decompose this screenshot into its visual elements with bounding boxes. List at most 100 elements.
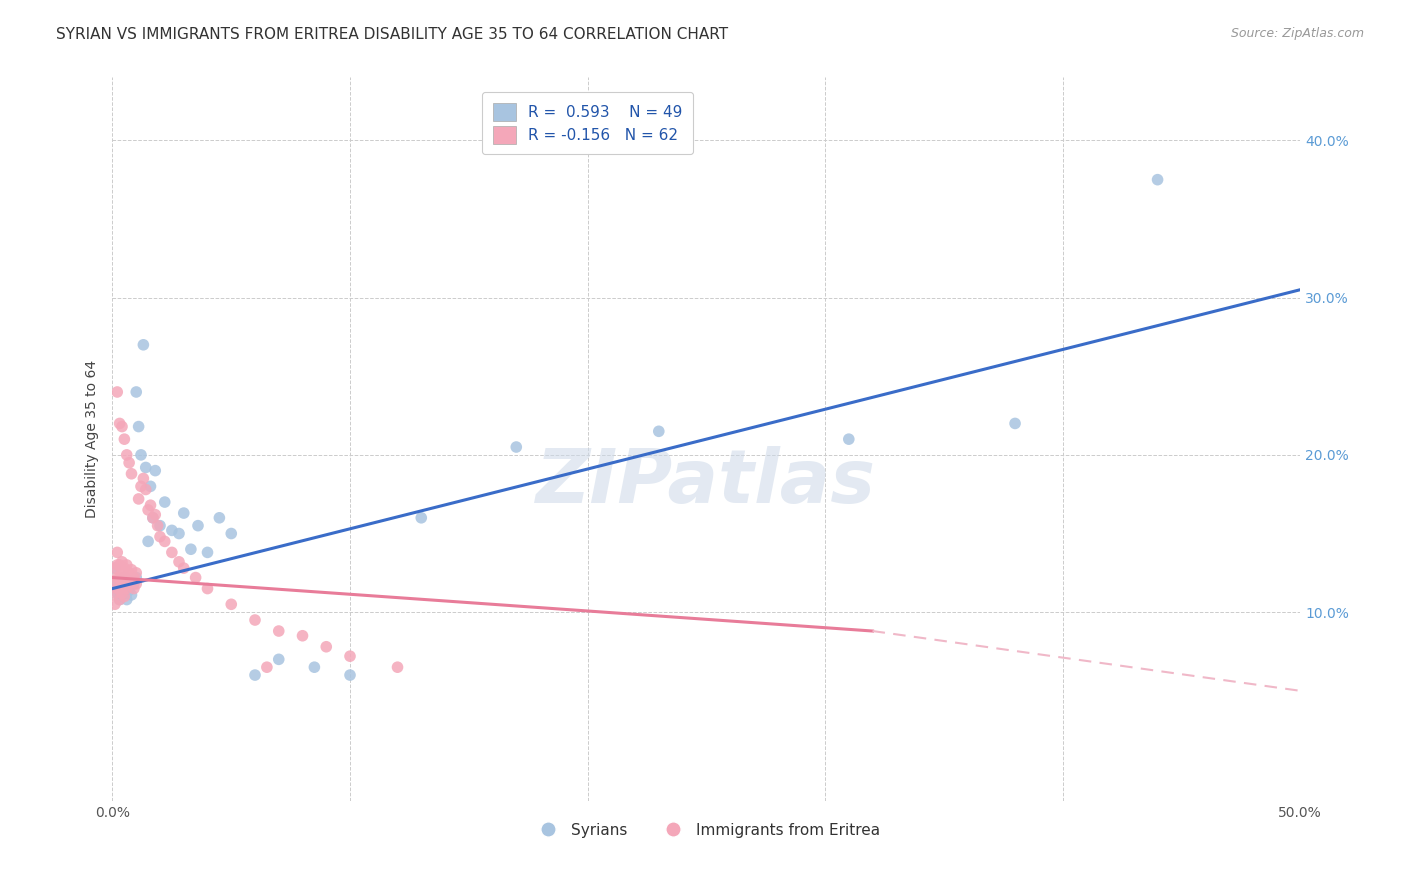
Point	[118, 566, 141, 580]
Point	[180, 542, 202, 557]
Point	[105, 545, 128, 559]
Point	[104, 561, 127, 575]
Point	[132, 338, 155, 352]
Point	[112, 561, 135, 575]
Point	[105, 586, 128, 600]
Point	[108, 590, 131, 604]
Point	[187, 518, 209, 533]
Point	[115, 586, 138, 600]
Point	[505, 440, 527, 454]
Point	[118, 583, 141, 598]
Point	[122, 570, 145, 584]
Point	[160, 524, 183, 538]
Point	[105, 582, 128, 596]
Point	[219, 526, 242, 541]
Point	[146, 518, 169, 533]
Point	[111, 584, 134, 599]
Point	[291, 629, 314, 643]
Point	[339, 649, 361, 664]
Point	[111, 566, 134, 580]
Point	[132, 471, 155, 485]
Point	[111, 577, 134, 591]
Point	[122, 577, 145, 591]
Text: SYRIAN VS IMMIGRANTS FROM ERITREA DISABILITY AGE 35 TO 64 CORRELATION CHART: SYRIAN VS IMMIGRANTS FROM ERITREA DISABI…	[56, 27, 728, 42]
Point	[112, 575, 135, 590]
Point	[104, 561, 127, 575]
Point	[121, 588, 143, 602]
Point	[149, 518, 172, 533]
Point	[121, 574, 143, 588]
Point	[112, 580, 135, 594]
Point	[197, 582, 219, 596]
Point	[142, 510, 165, 524]
Point	[173, 506, 195, 520]
Point	[111, 419, 134, 434]
Point	[104, 586, 127, 600]
Point	[143, 464, 166, 478]
Point	[121, 574, 143, 588]
Point	[115, 448, 138, 462]
Point	[112, 590, 135, 604]
Point	[118, 456, 141, 470]
Point	[139, 479, 162, 493]
Point	[125, 570, 148, 584]
Point	[128, 419, 150, 434]
Point	[104, 577, 127, 591]
Point	[111, 555, 134, 569]
Point	[105, 582, 128, 596]
Point	[648, 425, 671, 439]
Point	[139, 498, 162, 512]
Point	[243, 613, 266, 627]
Point	[167, 555, 190, 569]
Point	[411, 510, 433, 524]
Point	[112, 432, 135, 446]
Y-axis label: Disability Age 35 to 64: Disability Age 35 to 64	[86, 360, 100, 518]
Point	[315, 640, 337, 654]
Point	[135, 460, 157, 475]
Point	[112, 570, 135, 584]
Legend: Syrians, Immigrants from Eritrea: Syrians, Immigrants from Eritrea	[526, 817, 886, 844]
Point	[142, 510, 165, 524]
Point	[197, 545, 219, 559]
Point	[105, 558, 128, 572]
Point	[121, 563, 143, 577]
Point	[128, 491, 150, 506]
Point	[104, 574, 127, 588]
Point	[304, 660, 326, 674]
Point	[184, 570, 207, 584]
Point	[115, 592, 138, 607]
Point	[112, 582, 135, 596]
Point	[115, 570, 138, 584]
Text: ZIPatlas: ZIPatlas	[536, 446, 876, 519]
Point	[125, 577, 148, 591]
Point	[105, 384, 128, 399]
Point	[111, 586, 134, 600]
Point	[118, 577, 141, 591]
Point	[208, 510, 231, 524]
Point	[339, 668, 361, 682]
Point	[111, 580, 134, 594]
Point	[136, 503, 159, 517]
Point	[219, 597, 242, 611]
Point	[1146, 172, 1168, 186]
Point	[112, 570, 135, 584]
Point	[121, 467, 143, 481]
Point	[115, 558, 138, 572]
Text: Source: ZipAtlas.com: Source: ZipAtlas.com	[1230, 27, 1364, 40]
Point	[243, 668, 266, 682]
Point	[108, 570, 131, 584]
Point	[136, 534, 159, 549]
Point	[129, 479, 152, 493]
Point	[1004, 417, 1026, 431]
Point	[838, 432, 860, 446]
Point	[108, 592, 131, 607]
Point	[115, 582, 138, 596]
Point	[135, 483, 157, 497]
Point	[256, 660, 278, 674]
Point	[108, 574, 131, 588]
Point	[105, 570, 128, 584]
Point	[149, 530, 172, 544]
Point	[129, 448, 152, 462]
Point	[267, 624, 290, 638]
Point	[267, 652, 290, 666]
